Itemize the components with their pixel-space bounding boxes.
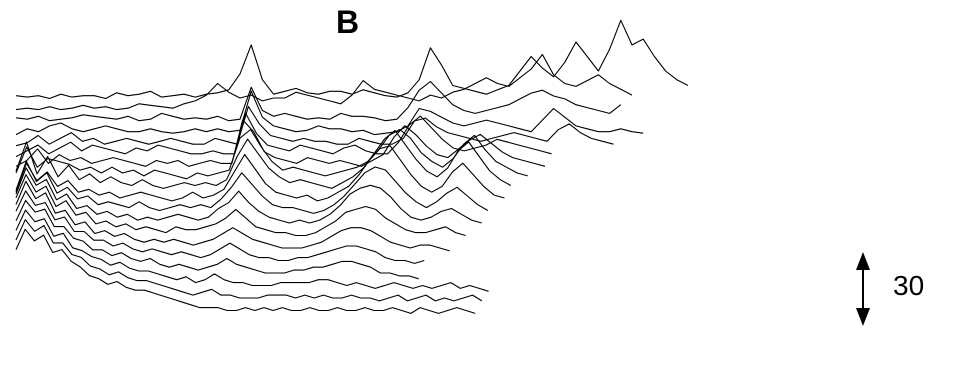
scale-bar xyxy=(856,252,870,326)
trace-line-15 xyxy=(15,190,425,264)
trace-line-9 xyxy=(15,129,512,189)
scale-bar-up-arrowhead xyxy=(856,252,870,270)
trace-group xyxy=(15,19,689,314)
trace-line-14 xyxy=(15,180,450,252)
trace-line-6 xyxy=(15,112,552,158)
scale-bar-down-arrowhead xyxy=(856,308,870,326)
trace-line-10 xyxy=(15,145,505,202)
trace-line-5 xyxy=(15,105,614,147)
trace-line-17 xyxy=(15,209,489,292)
trace-line-16 xyxy=(15,199,419,280)
trace-line-13 xyxy=(15,174,466,237)
trace-line-12 xyxy=(15,167,482,224)
trace-line-7 xyxy=(15,119,546,167)
trace-line-11 xyxy=(15,160,489,214)
trace-line-8 xyxy=(15,128,528,180)
trace-line-2 xyxy=(15,53,633,111)
trace-line-1 xyxy=(15,19,689,100)
scale-bar-label: 30 xyxy=(893,270,925,301)
trace-line-19 xyxy=(15,228,476,314)
trace-line-3 xyxy=(15,80,622,122)
panel-label: B xyxy=(336,4,360,40)
trace-line-4 xyxy=(15,90,644,136)
trace-line-18 xyxy=(15,219,483,302)
